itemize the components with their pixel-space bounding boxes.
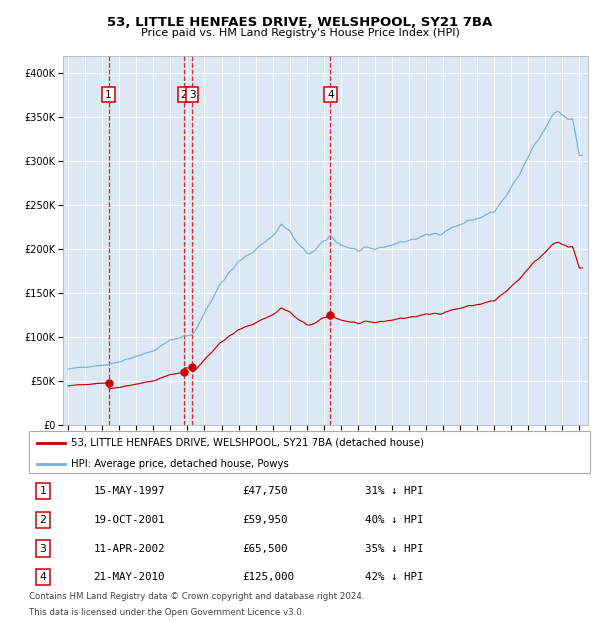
Text: 1: 1 xyxy=(40,486,46,496)
Text: Contains HM Land Registry data © Crown copyright and database right 2024.: Contains HM Land Registry data © Crown c… xyxy=(29,592,364,601)
Text: 42% ↓ HPI: 42% ↓ HPI xyxy=(365,572,424,582)
Text: This data is licensed under the Open Government Licence v3.0.: This data is licensed under the Open Gov… xyxy=(29,608,304,617)
Text: £65,500: £65,500 xyxy=(242,544,287,554)
Text: £125,000: £125,000 xyxy=(242,572,294,582)
Text: 19-OCT-2001: 19-OCT-2001 xyxy=(94,515,165,525)
Text: 53, LITTLE HENFAES DRIVE, WELSHPOOL, SY21 7BA (detached house): 53, LITTLE HENFAES DRIVE, WELSHPOOL, SY2… xyxy=(71,438,424,448)
Text: 31% ↓ HPI: 31% ↓ HPI xyxy=(365,486,424,496)
Text: 35% ↓ HPI: 35% ↓ HPI xyxy=(365,544,424,554)
Text: 2: 2 xyxy=(181,89,187,100)
Text: 4: 4 xyxy=(327,89,334,100)
Text: HPI: Average price, detached house, Powys: HPI: Average price, detached house, Powy… xyxy=(71,459,289,469)
Text: 2: 2 xyxy=(40,515,46,525)
Text: 4: 4 xyxy=(40,572,46,582)
Text: 15-MAY-1997: 15-MAY-1997 xyxy=(94,486,165,496)
Text: 21-MAY-2010: 21-MAY-2010 xyxy=(94,572,165,582)
Text: 3: 3 xyxy=(40,544,46,554)
Text: £59,950: £59,950 xyxy=(242,515,287,525)
FancyBboxPatch shape xyxy=(29,431,590,473)
Text: 3: 3 xyxy=(189,89,196,100)
Text: 1: 1 xyxy=(105,89,112,100)
Text: Price paid vs. HM Land Registry's House Price Index (HPI): Price paid vs. HM Land Registry's House … xyxy=(140,28,460,38)
Text: 53, LITTLE HENFAES DRIVE, WELSHPOOL, SY21 7BA: 53, LITTLE HENFAES DRIVE, WELSHPOOL, SY2… xyxy=(107,16,493,29)
Text: £47,750: £47,750 xyxy=(242,486,287,496)
Text: 40% ↓ HPI: 40% ↓ HPI xyxy=(365,515,424,525)
Text: 11-APR-2002: 11-APR-2002 xyxy=(94,544,165,554)
